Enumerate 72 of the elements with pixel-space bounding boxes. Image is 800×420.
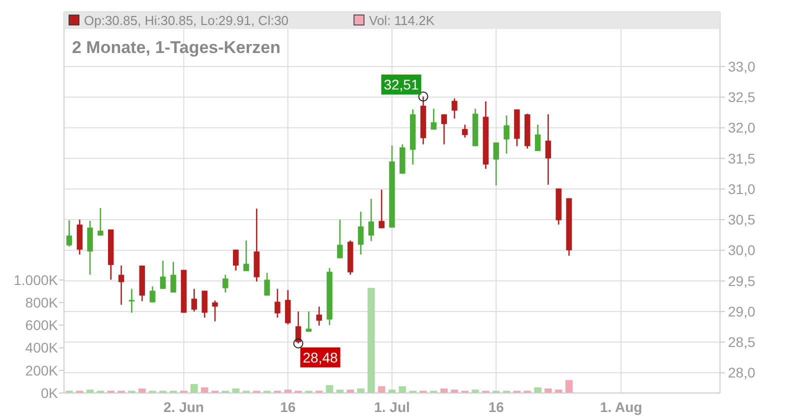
- candlestick: [358, 211, 364, 256]
- candlestick: [285, 289, 291, 326]
- y-tick-label: 28,0: [728, 364, 756, 381]
- candlestick: [295, 310, 302, 344]
- candlestick: [170, 261, 176, 294]
- y-tick-label: 31,0: [728, 180, 756, 197]
- candlestick: [430, 108, 437, 130]
- annotation: 28,48: [302, 349, 338, 366]
- y-tick-label: 32,5: [728, 89, 756, 106]
- candlestick: [243, 240, 250, 272]
- candlestick: [128, 288, 135, 314]
- bar: [378, 386, 386, 393]
- bar: [357, 388, 364, 393]
- y-tick-label: 28,5: [728, 334, 756, 350]
- y2-tick-label: 400K: [25, 340, 59, 356]
- y2-tick-label: 200K: [25, 362, 59, 378]
- candlestick: [316, 306, 322, 326]
- y-tick-label: 30,5: [728, 212, 756, 228]
- x-tick-label: 1. Jul: [374, 399, 410, 415]
- y2-tick-label: 800K: [25, 294, 59, 310]
- y-tick-label: 31,5: [728, 150, 756, 166]
- bar: [326, 385, 334, 393]
- candlestick: [545, 114, 552, 186]
- y-tick-label: 33,0: [728, 58, 756, 74]
- candlestick: [150, 286, 156, 303]
- bar: [472, 390, 479, 393]
- annotation: Op:30.85, Hi:30.85, Lo:29.91, Cl:30: [84, 13, 289, 28]
- y2-tick-label: 0K: [40, 384, 59, 401]
- text: 2 Monate, 1-Tages-Kerzen: [72, 38, 280, 57]
- candlestick: [160, 260, 166, 290]
- y-tick-label: 30,0: [728, 242, 756, 258]
- bar: [368, 288, 375, 393]
- candlestick: [504, 114, 510, 154]
- bar: [565, 380, 573, 393]
- y-tick-label: 32,0: [728, 120, 756, 136]
- candlestick: [274, 288, 280, 318]
- candlestick: [232, 249, 239, 272]
- candlestick: [452, 98, 458, 120]
- candlestick: [87, 220, 93, 276]
- y-tick-label: 29,0: [728, 303, 756, 320]
- candlestick: [378, 188, 384, 229]
- x-tick-label: 16: [488, 399, 504, 415]
- y2-tick-label: 600K: [25, 317, 59, 334]
- x-tick-label: 16: [280, 399, 296, 415]
- candlestick: [222, 274, 228, 294]
- x-tick-label: 1. Aug: [600, 399, 642, 415]
- bar: [346, 390, 354, 393]
- candlestick: [368, 198, 374, 242]
- candlestick: [66, 220, 72, 248]
- candlestick: [534, 124, 541, 152]
- candlestick: [202, 290, 208, 318]
- candlestick: [306, 310, 312, 332]
- bar: [190, 384, 198, 393]
- candlestick: [191, 288, 198, 312]
- bar: [544, 388, 552, 393]
- candlestick: [264, 272, 270, 296]
- y2-tick-label: 1.000K: [14, 272, 59, 288]
- x-tick-label: 2. Jun: [164, 399, 204, 415]
- candlestick: [462, 124, 468, 138]
- bar: [284, 390, 292, 393]
- bar: [534, 387, 542, 393]
- y-tick-label: 29,5: [728, 272, 756, 289]
- candlestick: [118, 264, 124, 306]
- annotation: 32,51: [384, 76, 419, 92]
- candlestick: [212, 300, 218, 322]
- candlestick: [337, 219, 343, 259]
- bar: [232, 388, 240, 393]
- bar: [398, 386, 406, 393]
- candlestick: [98, 207, 104, 236]
- candlestick: [493, 142, 499, 186]
- candlestick: [441, 114, 447, 145]
- legend-label: Vol: 114.2K: [369, 13, 435, 28]
